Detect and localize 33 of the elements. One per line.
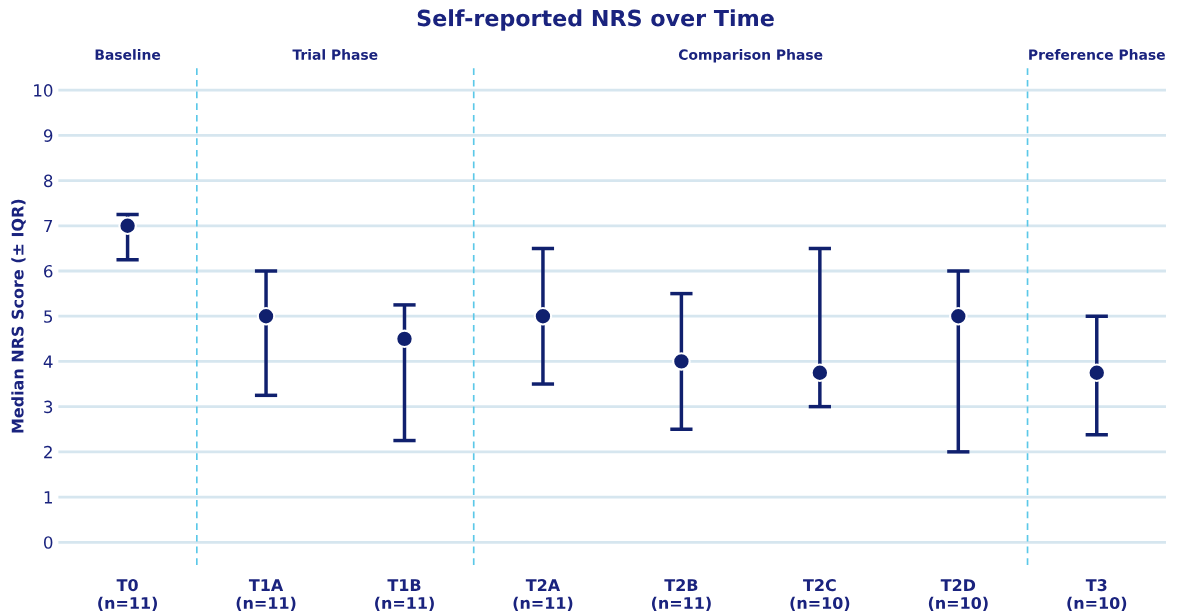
x-tick-label: T1A (n=11) [236,579,296,611]
x-tick-label: T2A (n=11) [513,579,573,611]
chart-title: Self-reported NRS over Time [417,9,774,31]
point [949,306,968,326]
point [672,352,691,371]
text: Trial Phase [292,49,378,60]
point [118,216,137,236]
y-tick-label: 0 [43,536,53,549]
point [533,306,553,326]
text: Preference Phase [1029,49,1165,60]
y-tick-label: 6 [44,264,53,278]
y-tick-label: 8 [44,174,53,188]
y-tick-label: 7 [44,219,53,233]
text: Baseline [95,49,161,60]
point [1087,363,1107,382]
point [256,306,276,326]
x-tick-label: T3 (n=10) [1067,579,1127,611]
y-tick-label: 9 [43,129,53,142]
y-tick-label: 3 [44,400,53,414]
x-tick-label: T0 (n=11) [98,579,157,611]
y-tick-label: 10 [34,84,53,97]
x-tick-label: T2C (n=10) [790,579,850,611]
y-tick-label: 2 [44,445,52,459]
y-tick-label: 4 [43,355,53,368]
x-tick-label: T2D (n=10) [928,579,988,611]
y-tick-label: 1 [44,491,52,504]
y-axis-title: Median NRS Score (± IQR) [11,199,26,433]
y-tick-label: 5 [44,310,53,323]
text: Comparison Phase [678,49,823,63]
point [810,363,830,382]
x-tick-label: T2B (n=11) [651,579,711,611]
x-tick-label: T1B (n=11) [375,579,434,611]
point [395,329,414,349]
